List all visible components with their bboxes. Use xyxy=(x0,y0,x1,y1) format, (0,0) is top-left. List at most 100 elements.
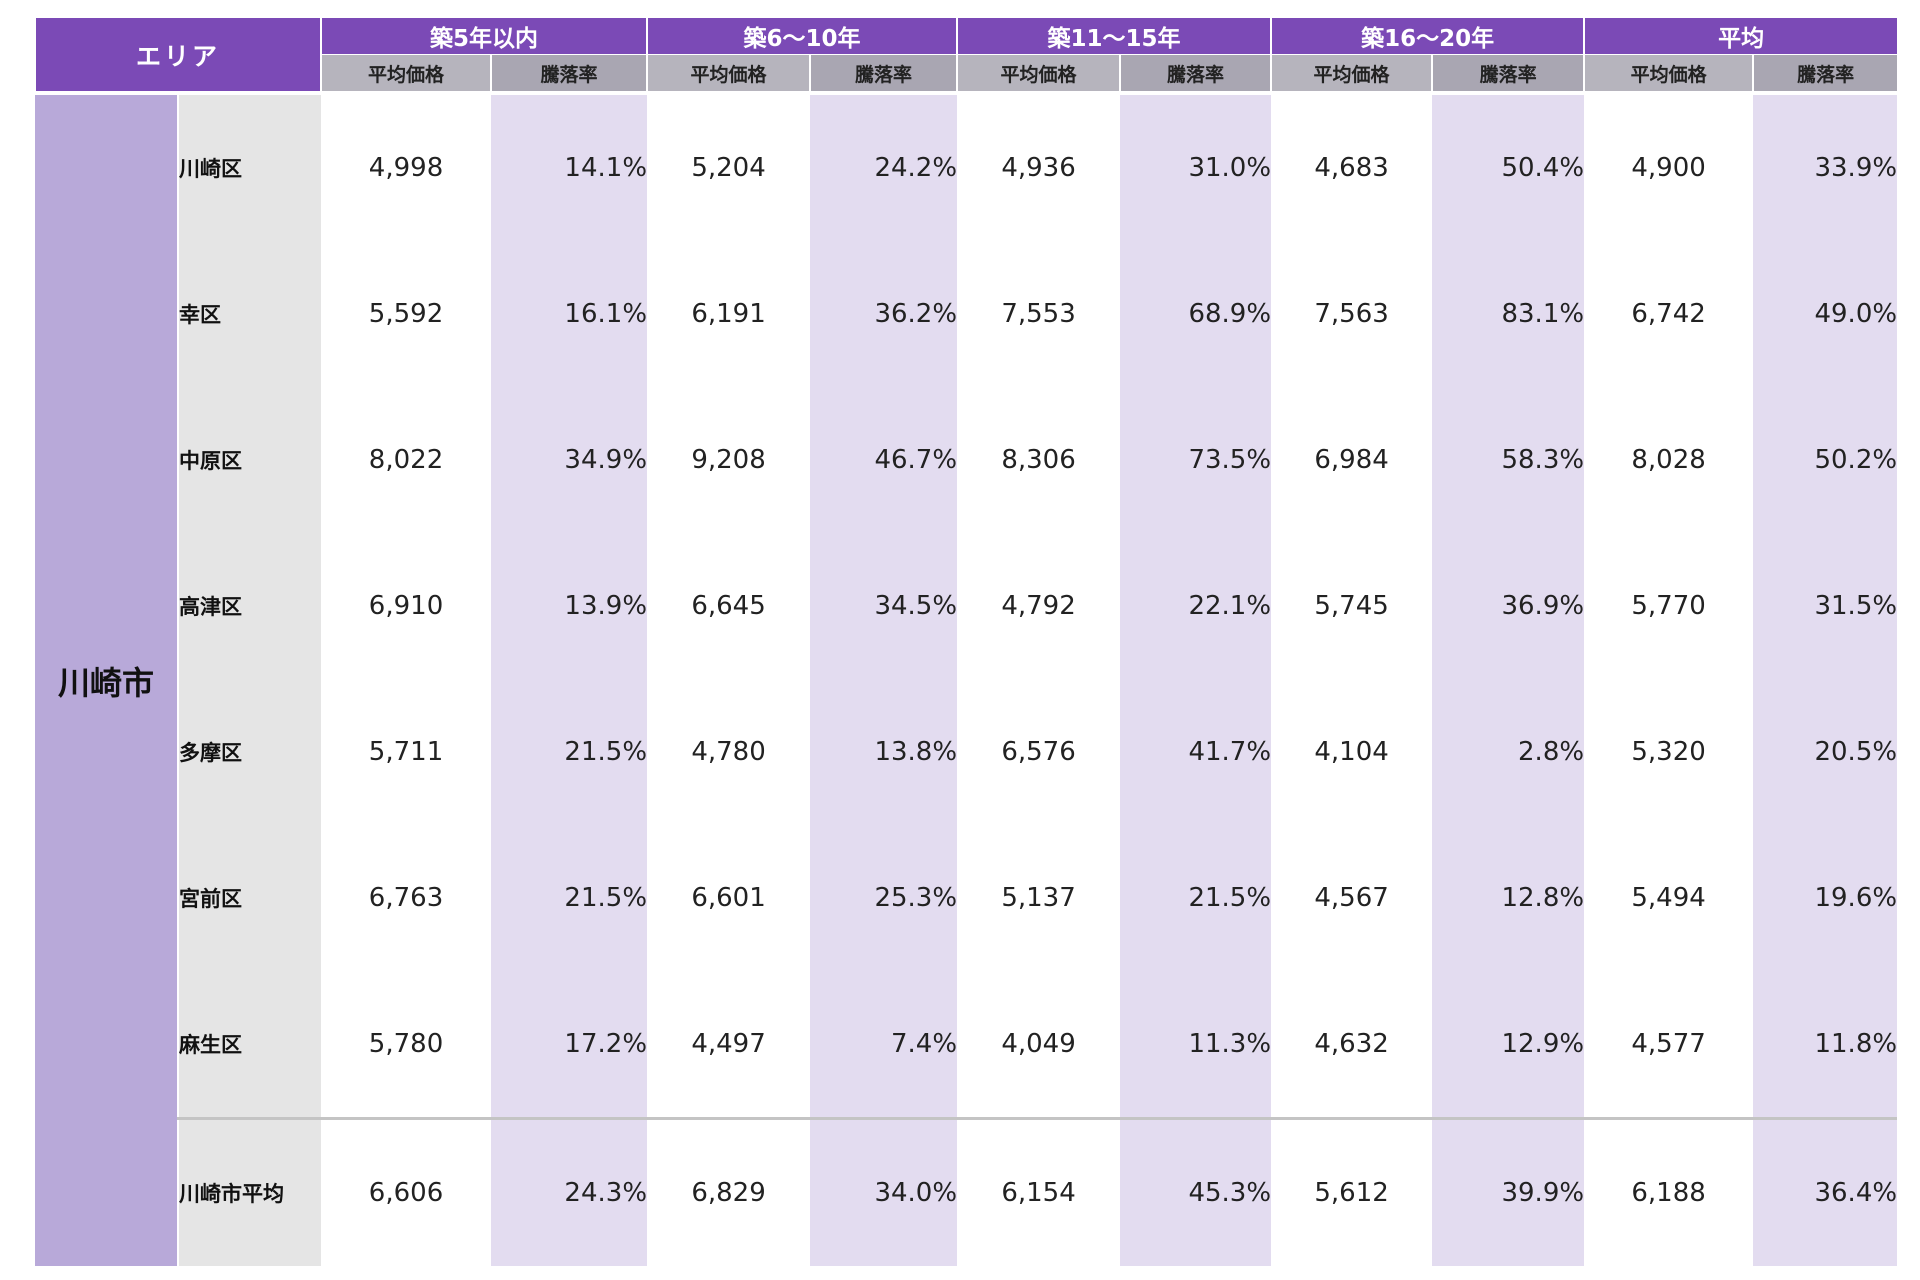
sub-header-rate: 騰落率 xyxy=(1119,54,1272,93)
rate-cell: 36.4% xyxy=(1753,1117,1898,1266)
ward-label: 中原区 xyxy=(176,387,322,533)
rate-cell: 21.5% xyxy=(491,679,648,825)
ward-label: 麻生区 xyxy=(176,971,322,1119)
price-cell: 4,104 xyxy=(1271,679,1433,825)
rate-cell: 49.0% xyxy=(1753,241,1898,387)
sub-header-rate: 騰落率 xyxy=(809,54,958,93)
price-cell: 5,780 xyxy=(321,971,492,1119)
price-cell: 9,208 xyxy=(647,387,811,533)
price-cell: 4,936 xyxy=(957,91,1121,241)
price-cell: 6,576 xyxy=(957,679,1121,825)
price-cell: 6,829 xyxy=(647,1117,811,1266)
rate-cell: 36.2% xyxy=(810,241,958,387)
price-cell: 4,632 xyxy=(1271,971,1433,1119)
table-row-city-average: 川崎市平均 6,606 24.3% 6,829 34.0% 6,154 45.3… xyxy=(35,1117,1898,1266)
city-label: 川崎市 xyxy=(35,91,178,1266)
sub-header-price: 平均価格 xyxy=(956,54,1121,93)
rate-cell: 36.9% xyxy=(1432,533,1585,679)
price-cell: 5,592 xyxy=(321,241,492,387)
rate-cell: 41.7% xyxy=(1120,679,1272,825)
rate-cell: 83.1% xyxy=(1432,241,1585,387)
rate-cell: 12.9% xyxy=(1432,971,1585,1119)
rate-cell: 73.5% xyxy=(1120,387,1272,533)
table-row: 高津区 6,910 13.9% 6,645 34.5% 4,792 22.1% … xyxy=(35,533,1898,679)
price-cell: 5,320 xyxy=(1584,679,1754,825)
rate-cell: 21.5% xyxy=(491,825,648,971)
price-cell: 6,606 xyxy=(321,1117,492,1266)
group-header-average: 平均 xyxy=(1583,18,1898,55)
price-cell: 6,188 xyxy=(1584,1117,1754,1266)
rate-cell: 11.8% xyxy=(1753,971,1898,1119)
price-cell: 8,306 xyxy=(957,387,1121,533)
table-row: 幸区 5,592 16.1% 6,191 36.2% 7,553 68.9% 7… xyxy=(35,241,1898,387)
ward-label: 川崎市平均 xyxy=(176,1117,322,1266)
rate-cell: 19.6% xyxy=(1753,825,1898,971)
rate-cell: 50.4% xyxy=(1432,91,1585,241)
table-row: 宮前区 6,763 21.5% 6,601 25.3% 5,137 21.5% … xyxy=(35,825,1898,971)
rate-cell: 33.9% xyxy=(1753,91,1898,241)
sub-header-rate: 騰落率 xyxy=(1431,54,1585,93)
price-cell: 5,137 xyxy=(957,825,1121,971)
sub-header-rate: 騰落率 xyxy=(1752,54,1898,93)
rate-cell: 14.1% xyxy=(491,91,648,241)
price-cell: 7,563 xyxy=(1271,241,1433,387)
group-header-11-15-years: 築11〜15年 xyxy=(956,18,1272,55)
rate-cell: 17.2% xyxy=(491,971,648,1119)
price-cell: 4,567 xyxy=(1271,825,1433,971)
group-header-within-5-years: 築5年以内 xyxy=(320,18,648,55)
price-cell: 4,792 xyxy=(957,533,1121,679)
header-sub-row: 平均価格 騰落率 平均価格 騰落率 平均価格 騰落率 平均価格 騰落率 平均価格… xyxy=(35,54,1898,93)
group-header-16-20-years: 築16〜20年 xyxy=(1270,18,1585,55)
rate-cell: 45.3% xyxy=(1120,1117,1272,1266)
ward-label: 幸区 xyxy=(176,241,322,387)
rate-cell: 11.3% xyxy=(1120,971,1272,1119)
price-cell: 4,900 xyxy=(1584,91,1754,241)
rate-cell: 34.5% xyxy=(810,533,958,679)
price-cell: 5,770 xyxy=(1584,533,1754,679)
ward-label: 高津区 xyxy=(176,533,322,679)
ward-label: 宮前区 xyxy=(176,825,322,971)
header-group-row: エリア 築5年以内 築6〜10年 築11〜15年 築16〜20年 平均 xyxy=(33,18,1898,93)
sub-header-price: 平均価格 xyxy=(1270,54,1433,93)
price-cell: 6,742 xyxy=(1584,241,1754,387)
rate-cell: 16.1% xyxy=(491,241,648,387)
price-cell: 4,577 xyxy=(1584,971,1754,1119)
price-cell: 8,028 xyxy=(1584,387,1754,533)
rate-cell: 13.8% xyxy=(810,679,958,825)
rate-cell: 39.9% xyxy=(1432,1117,1585,1266)
price-cell: 6,910 xyxy=(321,533,492,679)
rate-cell: 46.7% xyxy=(810,387,958,533)
table-row: 多摩区 5,711 21.5% 4,780 13.8% 6,576 41.7% … xyxy=(35,679,1898,825)
price-cell: 6,191 xyxy=(647,241,811,387)
area-header: エリア xyxy=(33,18,322,93)
price-cell: 6,984 xyxy=(1271,387,1433,533)
rate-cell: 20.5% xyxy=(1753,679,1898,825)
price-cell: 4,998 xyxy=(321,91,492,241)
rate-cell: 34.0% xyxy=(810,1117,958,1266)
rate-cell: 13.9% xyxy=(491,533,648,679)
rate-cell: 2.8% xyxy=(1432,679,1585,825)
rate-cell: 21.5% xyxy=(1120,825,1272,971)
rate-cell: 31.0% xyxy=(1120,91,1272,241)
table-row: 中原区 8,022 34.9% 9,208 46.7% 8,306 73.5% … xyxy=(35,387,1898,533)
rate-cell: 31.5% xyxy=(1753,533,1898,679)
price-cell: 6,763 xyxy=(321,825,492,971)
group-header-6-10-years: 築6〜10年 xyxy=(646,18,958,55)
rate-cell: 58.3% xyxy=(1432,387,1585,533)
price-cell: 5,711 xyxy=(321,679,492,825)
price-cell: 5,745 xyxy=(1271,533,1433,679)
price-cell: 4,683 xyxy=(1271,91,1433,241)
table-row: 麻生区 5,780 17.2% 4,497 7.4% 4,049 11.3% 4… xyxy=(35,971,1898,1119)
rate-cell: 50.2% xyxy=(1753,387,1898,533)
price-cell: 4,497 xyxy=(647,971,811,1119)
price-cell: 6,154 xyxy=(957,1117,1121,1266)
price-cell: 6,645 xyxy=(647,533,811,679)
rate-cell: 22.1% xyxy=(1120,533,1272,679)
rate-cell: 12.8% xyxy=(1432,825,1585,971)
price-cell: 5,494 xyxy=(1584,825,1754,971)
rate-cell: 68.9% xyxy=(1120,241,1272,387)
ward-label: 多摩区 xyxy=(176,679,322,825)
price-cell: 6,601 xyxy=(647,825,811,971)
price-cell: 5,612 xyxy=(1271,1117,1433,1266)
price-change-table: エリア 築5年以内 築6〜10年 築11〜15年 築16〜20年 平均 平均価格… xyxy=(33,18,1898,1266)
